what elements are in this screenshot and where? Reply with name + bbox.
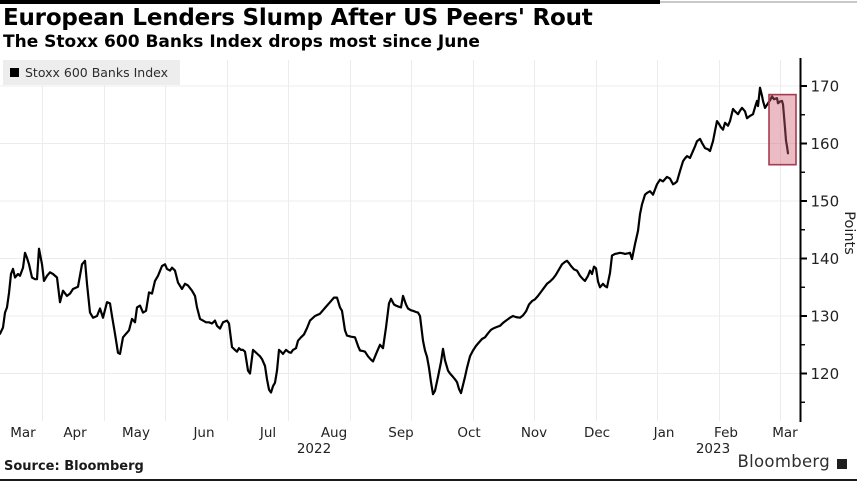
y-tick-label: 140 <box>811 250 840 268</box>
top-accent-gray-segment <box>660 1 857 3</box>
slump-highlight-box <box>768 93 797 166</box>
y-tick-label: 150 <box>811 193 840 211</box>
x-tick-label: Aug <box>321 425 347 441</box>
bloomberg-logo: Bloomberg <box>738 452 851 471</box>
index-line <box>0 86 790 396</box>
y-tick-label: 170 <box>811 78 840 96</box>
legend-label: Stoxx 600 Banks Index <box>25 65 168 80</box>
x-tick-label: May <box>122 425 150 441</box>
y-tick-label: 130 <box>811 308 840 326</box>
x-tick-label: Dec <box>584 425 610 441</box>
legend: Stoxx 600 Banks Index <box>3 60 180 85</box>
top-accent-bar <box>0 0 857 4</box>
source-note: Source: Bloomberg <box>4 459 144 474</box>
x-year-label: 2023 <box>696 441 730 457</box>
x-tick-label: Oct <box>457 425 480 441</box>
y-axis-title: Points <box>841 211 857 255</box>
chart-subtitle: The Stoxx 600 Banks Index drops most sin… <box>3 32 480 52</box>
chart-title: European Lenders Slump After US Peers' R… <box>3 5 593 31</box>
x-tick-label: Nov <box>521 425 547 441</box>
x-tick-label: Apr <box>63 425 87 441</box>
bloomberg-mark-icon <box>837 454 851 469</box>
x-year-label: 2022 <box>297 441 331 457</box>
x-tick-label: Jan <box>653 425 675 441</box>
bloomberg-wordmark: Bloomberg <box>737 452 830 471</box>
bottom-border <box>0 479 857 481</box>
x-tick-label: Feb <box>714 425 738 441</box>
y-tick-label: 120 <box>811 365 840 383</box>
x-tick-label: Jul <box>259 425 276 441</box>
x-tick-label: Mar <box>772 425 798 441</box>
x-tick-label: Sep <box>388 425 413 441</box>
top-accent-black-segment <box>0 0 660 4</box>
x-tick-label: Mar <box>10 425 36 441</box>
y-tick-label: 160 <box>811 135 840 153</box>
x-tick-label: Jun <box>192 425 214 441</box>
legend-marker-icon <box>10 68 19 77</box>
